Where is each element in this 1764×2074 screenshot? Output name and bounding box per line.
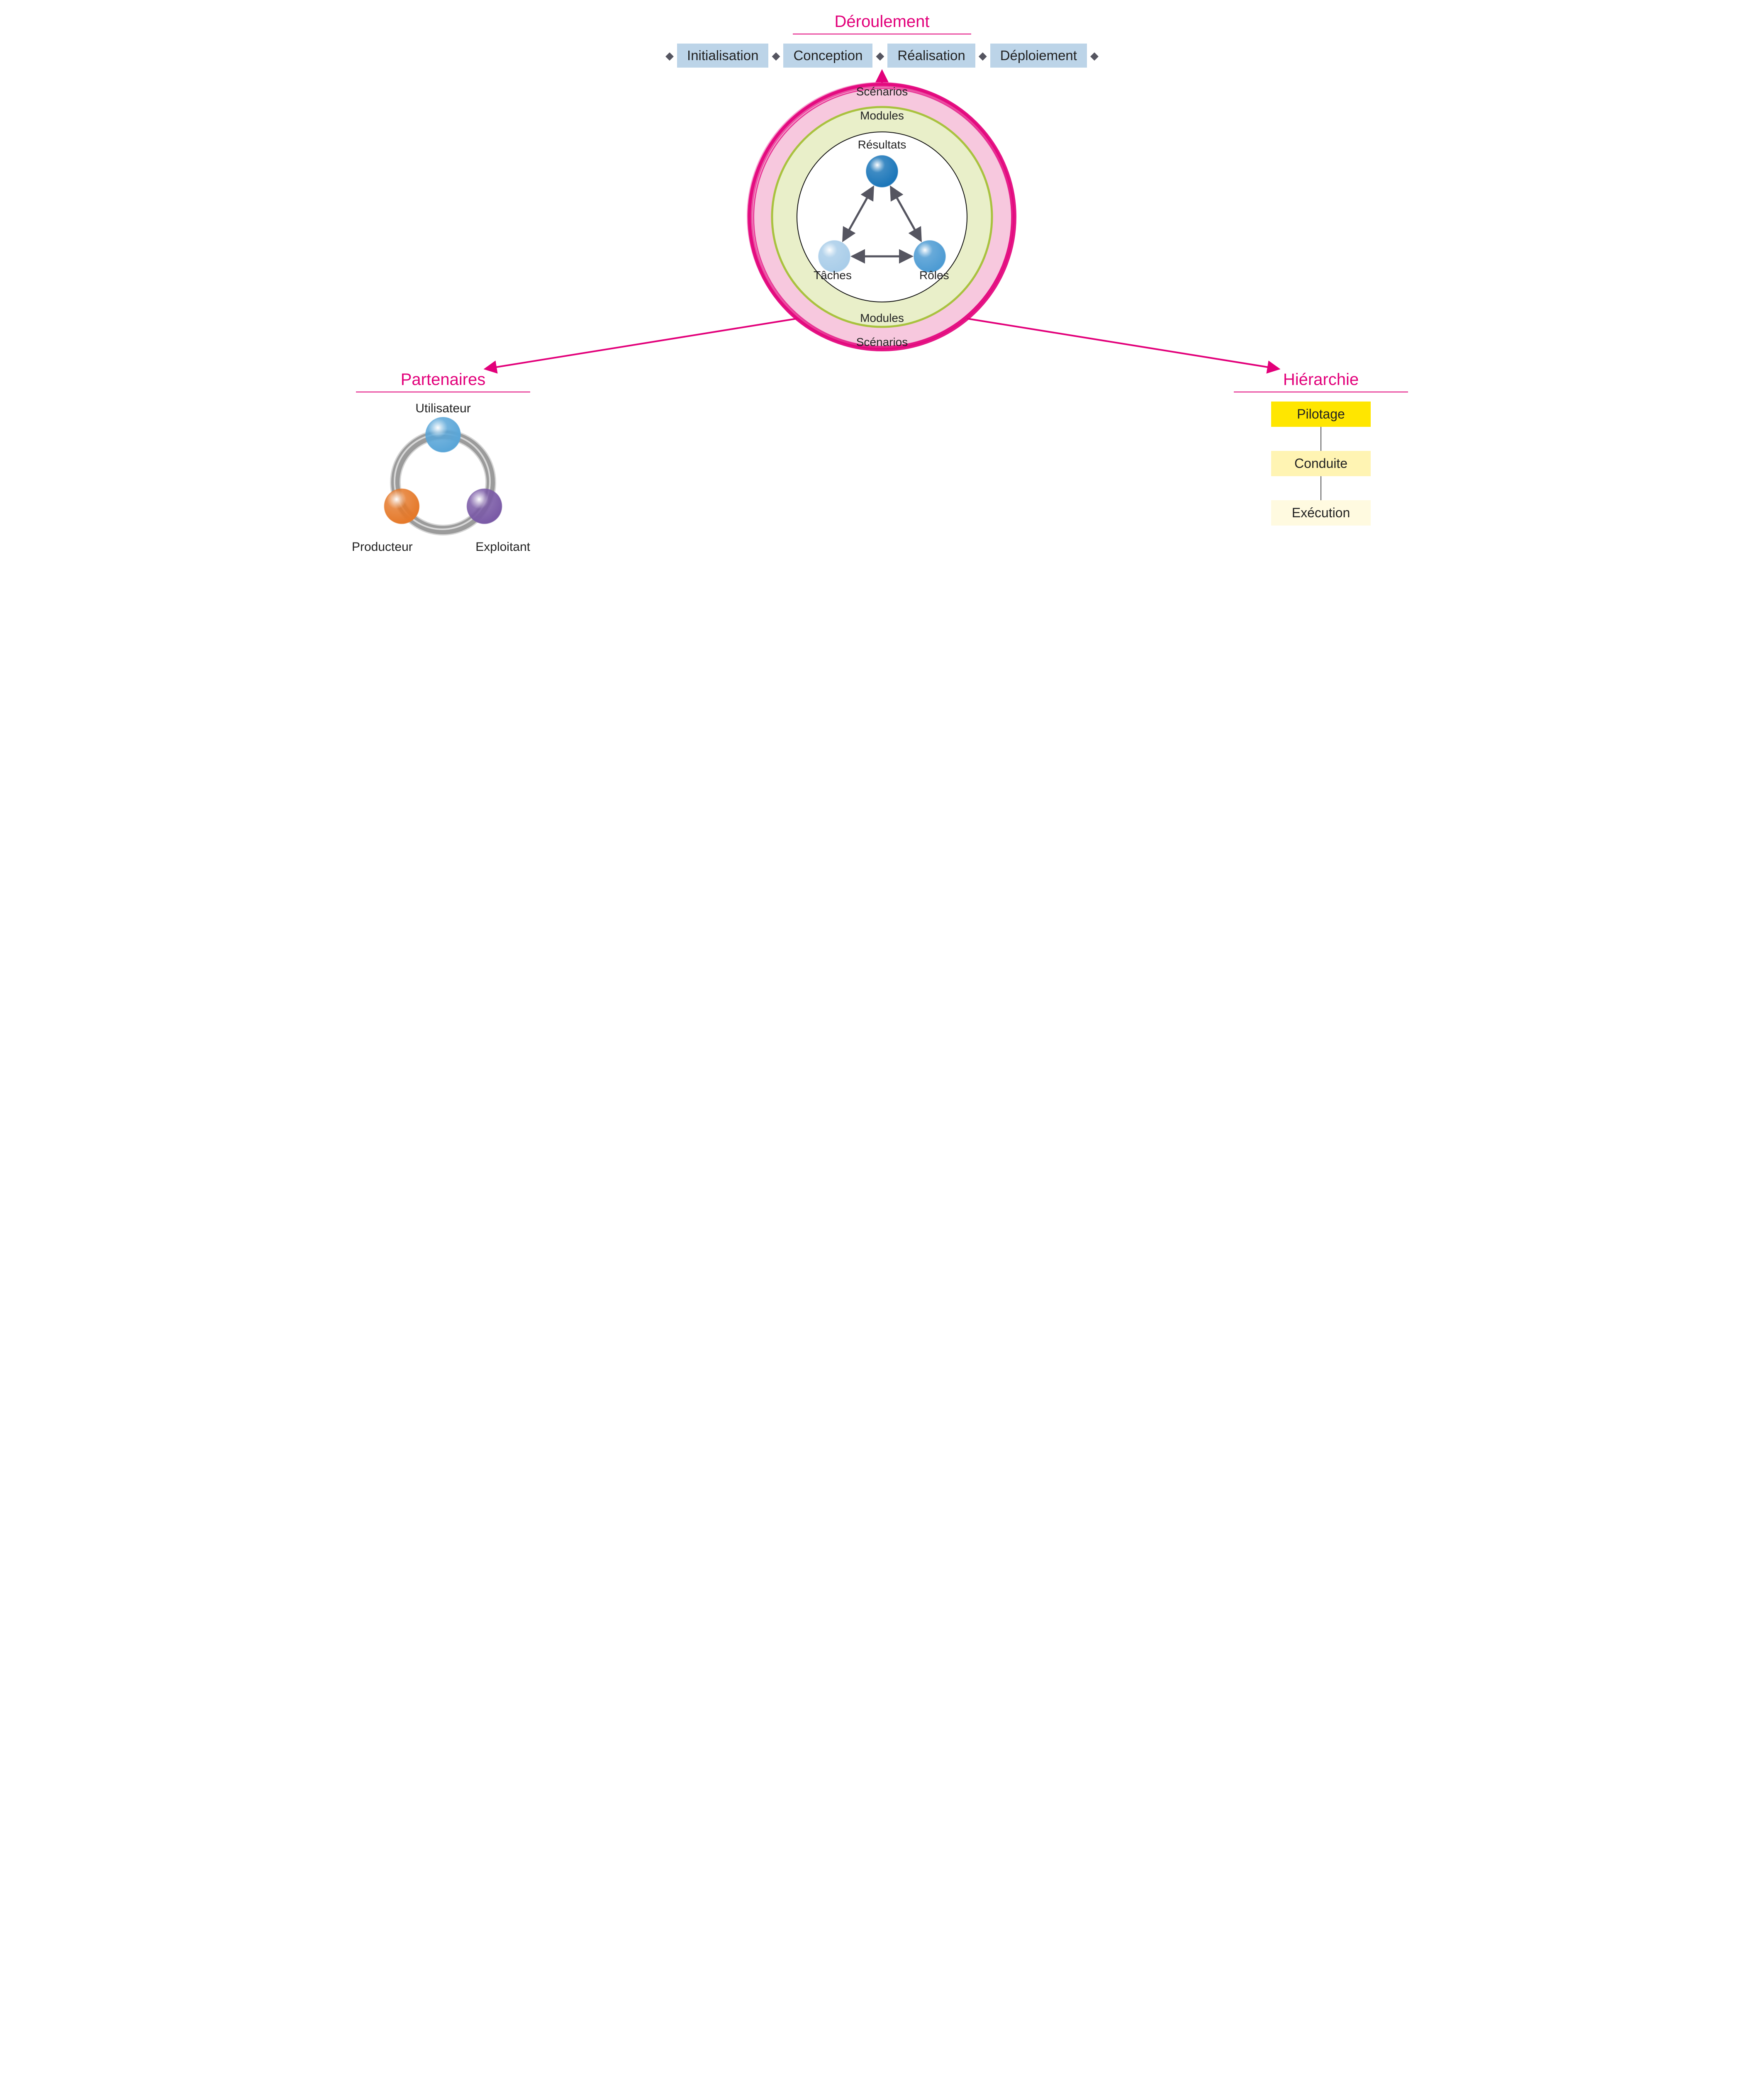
diamond-icon: ◆ bbox=[1090, 49, 1099, 62]
ring-outer-label-bottom: Scénarios bbox=[856, 336, 908, 349]
partners-svg bbox=[368, 402, 518, 551]
diamond-icon: ◆ bbox=[876, 49, 884, 62]
hier-box: Conduite bbox=[1271, 451, 1371, 476]
hierarchie-stack: Pilotage Conduite Exécution bbox=[890, 402, 1752, 526]
diamond-icon: ◆ bbox=[772, 49, 780, 62]
deroulement-section: Déroulement ◆ Initialisation ◆ Conceptio… bbox=[12, 12, 1752, 68]
ring-outer-label-top: Scénarios bbox=[856, 85, 908, 98]
diamond-icon: ◆ bbox=[665, 49, 674, 62]
triangle-top-label: Résultats bbox=[858, 138, 906, 151]
phase-box: Déploiement bbox=[990, 44, 1087, 68]
phase-box: Conception bbox=[783, 44, 872, 68]
phases-row: ◆ Initialisation ◆ Conception ◆ Réalisat… bbox=[12, 44, 1752, 68]
main-circle: Scénarios Modules Modules Scénarios Résu… bbox=[745, 80, 1019, 354]
hier-box: Pilotage bbox=[1271, 402, 1371, 427]
bottom-row: Partenaires Utilisateur Producteur Explo… bbox=[12, 370, 1752, 551]
triangle-right-label: Rôles bbox=[919, 269, 949, 282]
triangle-left-label: Tâches bbox=[814, 269, 852, 282]
partner-operator-label: Exploitant bbox=[475, 540, 530, 554]
phase-box: Initialisation bbox=[677, 44, 768, 68]
deroulement-title: Déroulement bbox=[12, 12, 1752, 31]
partenaires-section: Partenaires Utilisateur Producteur Explo… bbox=[12, 370, 874, 551]
ring-middle-label-bottom: Modules bbox=[860, 312, 904, 325]
partners-diagram: Utilisateur Producteur Exploitant bbox=[368, 402, 518, 551]
partenaires-title: Partenaires bbox=[12, 370, 874, 389]
hierarchie-section: Hiérarchie Pilotage Conduite Exécution bbox=[890, 370, 1752, 551]
hierarchie-title: Hiérarchie bbox=[890, 370, 1752, 389]
phase-box: Réalisation bbox=[887, 44, 975, 68]
partner-user-label: Utilisateur bbox=[415, 402, 470, 416]
partner-producer-label: Producteur bbox=[352, 540, 413, 554]
hier-box: Exécution bbox=[1271, 500, 1371, 526]
diamond-icon: ◆ bbox=[979, 49, 987, 62]
ring-middle-label-top: Modules bbox=[860, 109, 904, 122]
